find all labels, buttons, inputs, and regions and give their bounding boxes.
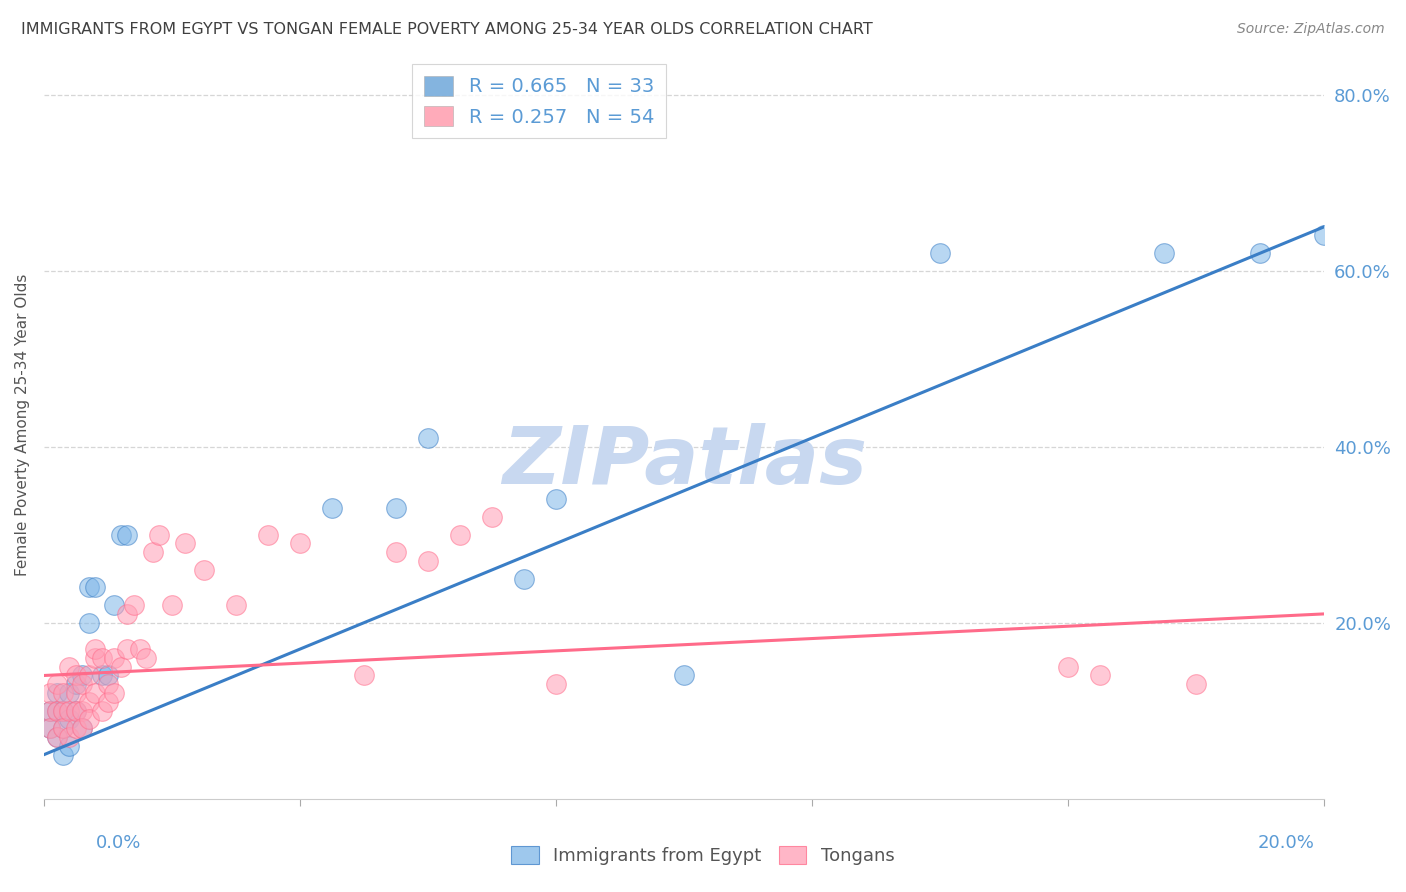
Point: [1185, 677, 1208, 691]
Point: [39, 686, 62, 700]
Point: [115, 607, 138, 621]
Point: [52, 721, 75, 735]
Point: [58, 739, 80, 753]
Point: [39, 721, 62, 735]
Point: [65, 686, 87, 700]
Point: [39, 704, 62, 718]
Text: 0.0%: 0.0%: [96, 834, 141, 852]
Text: ZIPatlas: ZIPatlas: [502, 423, 866, 501]
Point: [84, 642, 107, 657]
Point: [173, 536, 195, 550]
Point: [97, 668, 120, 682]
Point: [72, 721, 94, 735]
Point: [115, 527, 138, 541]
Point: [142, 545, 165, 559]
Legend: Immigrants from Egypt, Tongans: Immigrants from Egypt, Tongans: [505, 838, 901, 872]
Point: [65, 677, 87, 691]
Point: [122, 598, 145, 612]
Point: [45, 704, 67, 718]
Point: [110, 659, 132, 673]
Point: [65, 704, 87, 718]
Point: [1057, 659, 1080, 673]
Point: [72, 721, 94, 735]
Point: [45, 704, 67, 718]
Point: [1090, 668, 1112, 682]
Point: [257, 527, 280, 541]
Point: [45, 730, 67, 744]
Point: [416, 554, 439, 568]
Point: [929, 246, 952, 260]
Point: [90, 704, 112, 718]
Point: [513, 572, 536, 586]
Point: [1249, 246, 1271, 260]
Point: [77, 668, 100, 682]
Point: [58, 713, 80, 727]
Point: [77, 713, 100, 727]
Point: [97, 695, 120, 709]
Point: [72, 677, 94, 691]
Point: [385, 545, 408, 559]
Point: [52, 704, 75, 718]
Point: [58, 659, 80, 673]
Point: [385, 501, 408, 516]
Point: [481, 510, 503, 524]
Point: [160, 598, 183, 612]
Legend: R = 0.665   N = 33, R = 0.257   N = 54: R = 0.665 N = 33, R = 0.257 N = 54: [412, 64, 665, 138]
Point: [77, 695, 100, 709]
Point: [103, 651, 125, 665]
Point: [39, 704, 62, 718]
Point: [45, 686, 67, 700]
Point: [416, 431, 439, 445]
Point: [52, 747, 75, 762]
Point: [52, 721, 75, 735]
Point: [84, 581, 107, 595]
Text: 20.0%: 20.0%: [1258, 834, 1315, 852]
Point: [546, 492, 568, 507]
Point: [115, 642, 138, 657]
Point: [52, 704, 75, 718]
Point: [52, 686, 75, 700]
Point: [58, 704, 80, 718]
Point: [1313, 228, 1336, 243]
Point: [103, 598, 125, 612]
Point: [72, 668, 94, 682]
Point: [58, 730, 80, 744]
Point: [45, 730, 67, 744]
Point: [72, 704, 94, 718]
Point: [546, 677, 568, 691]
Point: [353, 668, 375, 682]
Point: [129, 642, 152, 657]
Point: [65, 721, 87, 735]
Point: [77, 581, 100, 595]
Point: [90, 668, 112, 682]
Point: [97, 677, 120, 691]
Point: [135, 651, 157, 665]
Point: [84, 651, 107, 665]
Point: [90, 651, 112, 665]
Y-axis label: Female Poverty Among 25-34 Year Olds: Female Poverty Among 25-34 Year Olds: [15, 274, 30, 576]
Point: [148, 527, 170, 541]
Point: [225, 598, 247, 612]
Point: [449, 527, 471, 541]
Point: [321, 501, 343, 516]
Point: [193, 563, 215, 577]
Point: [58, 686, 80, 700]
Point: [110, 527, 132, 541]
Point: [77, 615, 100, 630]
Text: IMMIGRANTS FROM EGYPT VS TONGAN FEMALE POVERTY AMONG 25-34 YEAR OLDS CORRELATION: IMMIGRANTS FROM EGYPT VS TONGAN FEMALE P…: [21, 22, 873, 37]
Point: [65, 704, 87, 718]
Point: [45, 677, 67, 691]
Point: [84, 686, 107, 700]
Point: [1153, 246, 1175, 260]
Point: [103, 686, 125, 700]
Point: [65, 668, 87, 682]
Point: [39, 721, 62, 735]
Point: [673, 668, 696, 682]
Text: Source: ZipAtlas.com: Source: ZipAtlas.com: [1237, 22, 1385, 37]
Point: [288, 536, 311, 550]
